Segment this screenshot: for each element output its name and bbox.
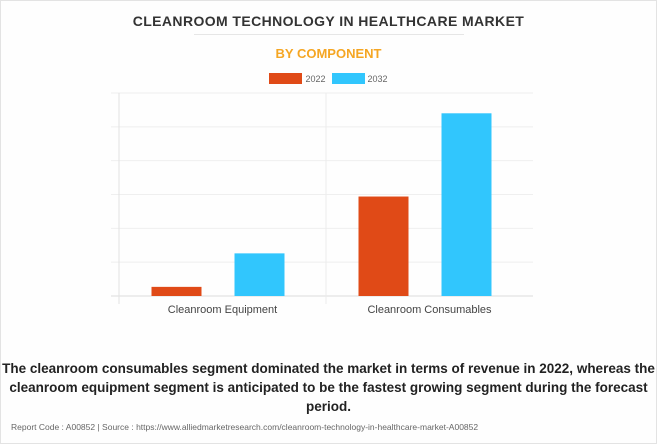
bar-2022 [151, 286, 202, 296]
chart-subtitle: BY COMPONENT [275, 46, 382, 61]
x-tick-label: Cleanroom Consumables [367, 304, 492, 316]
bar-2032 [234, 253, 285, 296]
bar-2032 [441, 113, 492, 296]
x-tick-label: Cleanroom Equipment [168, 304, 277, 316]
legend: 2022 2032 [1, 73, 656, 84]
chart-title: CLEANROOM TECHNOLOGY IN HEALTHCARE MARKE… [132, 13, 525, 29]
source-footer: Report Code : A00852 | Source : https://… [11, 422, 479, 432]
legend-item-2022[interactable]: 2022 [269, 73, 326, 84]
legend-label-2022: 2022 [305, 73, 326, 84]
chart-caption: The cleanroom consumables segment domina… [2, 361, 655, 414]
bar-2022 [358, 196, 409, 296]
plot-area: Cleanroom Equipment Cleanroom Consumable… [111, 92, 533, 316]
legend-item-2032[interactable]: 2032 [331, 73, 388, 84]
legend-swatch-2022 [269, 73, 303, 84]
legend-label-2032: 2032 [367, 73, 388, 84]
title-divider [194, 34, 464, 35]
legend-swatch-2032 [331, 73, 365, 84]
